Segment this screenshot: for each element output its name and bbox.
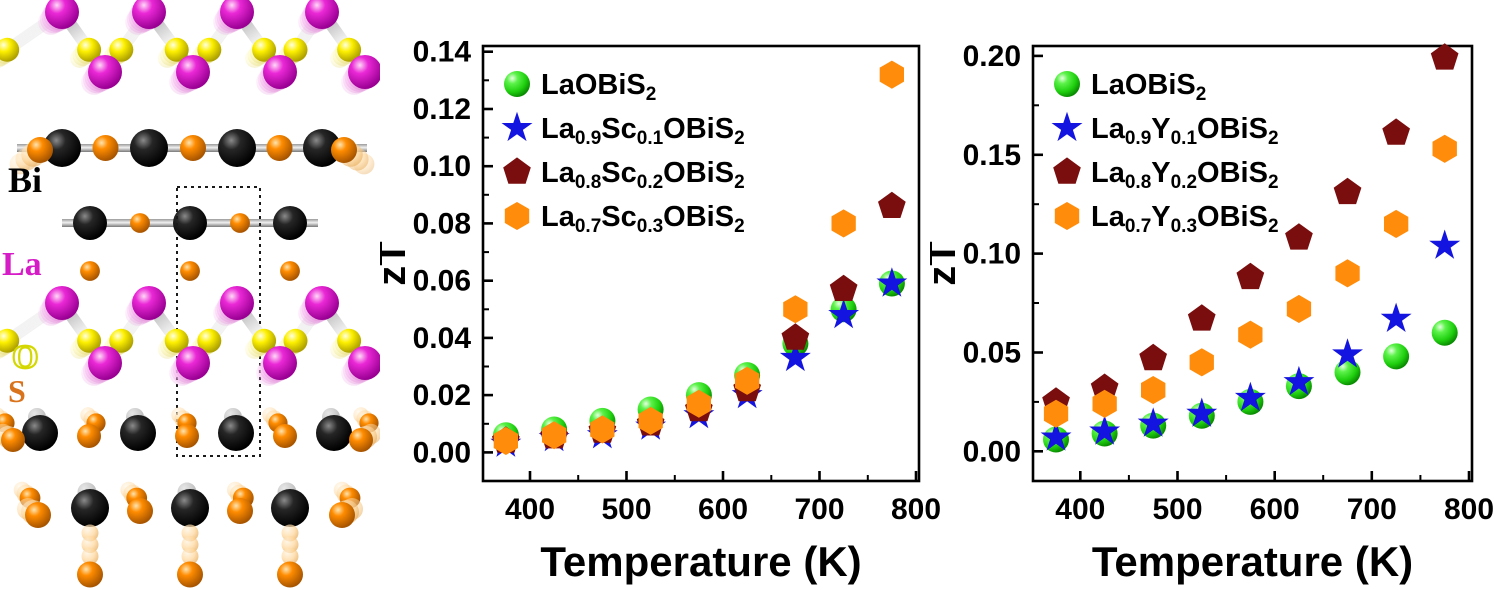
svg-text:0.14: 0.14 bbox=[413, 36, 472, 69]
svg-text:0.05: 0.05 bbox=[963, 337, 1021, 370]
svg-text:800: 800 bbox=[1444, 493, 1494, 526]
svg-text:0.15: 0.15 bbox=[963, 139, 1021, 172]
svg-text:zT: zT bbox=[930, 241, 964, 285]
svg-text:500: 500 bbox=[601, 493, 651, 526]
svg-text:0.10: 0.10 bbox=[413, 150, 471, 183]
svg-text:0.12: 0.12 bbox=[413, 93, 471, 126]
svg-text:La0.8Sc0.2OBiS2: La0.8Sc0.2OBiS2 bbox=[541, 157, 745, 193]
svg-text:LaOBiS2: LaOBiS2 bbox=[541, 69, 656, 105]
svg-text:La0.7Sc0.3OBiS2: La0.7Sc0.3OBiS2 bbox=[541, 201, 745, 237]
svg-text:0.00: 0.00 bbox=[963, 435, 1021, 468]
svg-text:La0.7Y0.3OBiS2: La0.7Y0.3OBiS2 bbox=[1091, 201, 1279, 237]
svg-text:LaOBiS2: LaOBiS2 bbox=[1091, 69, 1206, 105]
svg-text:La: La bbox=[2, 246, 42, 283]
svg-text:Bi: Bi bbox=[8, 160, 42, 200]
svg-text:zT: zT bbox=[380, 241, 414, 285]
svg-text:La0.8Y0.2OBiS2: La0.8Y0.2OBiS2 bbox=[1091, 157, 1279, 193]
svg-text:600: 600 bbox=[698, 493, 748, 526]
svg-text:700: 700 bbox=[1347, 493, 1397, 526]
svg-text:S: S bbox=[8, 373, 26, 409]
svg-text:0.02: 0.02 bbox=[413, 379, 471, 412]
svg-text:600: 600 bbox=[1250, 493, 1300, 526]
svg-text:La0.9Y0.1OBiS2: La0.9Y0.1OBiS2 bbox=[1091, 113, 1279, 149]
svg-text:0.20: 0.20 bbox=[963, 40, 1021, 73]
svg-text:O: O bbox=[12, 339, 38, 376]
svg-text:0.00: 0.00 bbox=[413, 436, 471, 469]
svg-text:0.08: 0.08 bbox=[413, 207, 471, 240]
svg-text:700: 700 bbox=[794, 493, 844, 526]
svg-text:0.06: 0.06 bbox=[413, 265, 471, 298]
svg-text:Temperature (K): Temperature (K) bbox=[540, 538, 861, 585]
svg-text:400: 400 bbox=[505, 493, 555, 526]
svg-text:0.10: 0.10 bbox=[963, 238, 1021, 271]
svg-text:400: 400 bbox=[1055, 493, 1105, 526]
svg-text:500: 500 bbox=[1152, 493, 1202, 526]
svg-text:La0.9Sc0.1OBiS2: La0.9Sc0.1OBiS2 bbox=[541, 113, 745, 149]
svg-text:Temperature (K): Temperature (K) bbox=[1092, 538, 1413, 585]
svg-text:0.04: 0.04 bbox=[413, 322, 472, 355]
